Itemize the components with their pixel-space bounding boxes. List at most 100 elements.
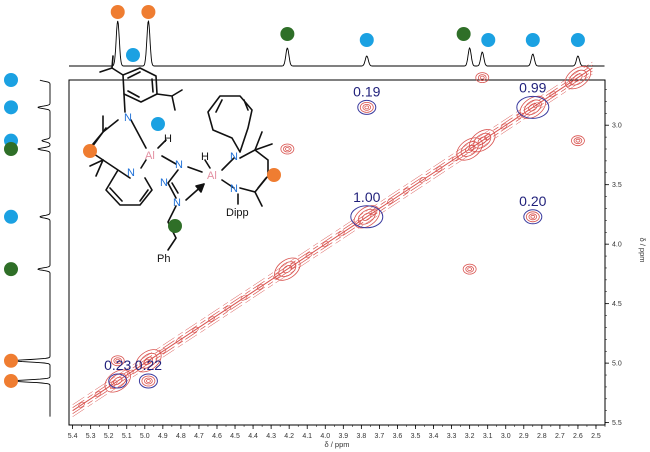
diagonal-blob [256, 284, 264, 290]
cross-peak-contour [467, 267, 472, 272]
structure-chelate-right [239, 149, 269, 193]
integration-circles: 0.19 0.99 1.00 0.20 0.23 0.22 [104, 79, 550, 389]
diagonal-blob [224, 305, 232, 312]
cross-peak-contour [571, 135, 585, 147]
diagonal-peak-contour [135, 349, 162, 373]
x-tick-label: 5.3 [86, 433, 96, 440]
top-dot-orange [110, 5, 125, 19]
cross-peak-contour [280, 143, 295, 155]
cross-peak-contour [362, 103, 372, 111]
structure-dot-green [168, 219, 182, 233]
cross-peak-contour [285, 147, 290, 151]
diagonal-blob [484, 134, 492, 141]
left-dot-blue [4, 73, 18, 87]
diagonal-peak-contour [282, 265, 293, 274]
atom-h2: H [201, 151, 209, 163]
x-tick-label: 4.2 [284, 433, 294, 440]
cross-peak-contour [113, 357, 123, 365]
x-tick-label: 3.1 [483, 433, 493, 440]
y-tick-label: 4.5 [612, 301, 622, 308]
left-dot-orange [4, 373, 18, 388]
diagonal-peak-contour [469, 129, 496, 153]
structure-n1-al1 [130, 119, 147, 149]
diagonal-peak-contour [274, 257, 301, 281]
x-tick-label: 3.9 [338, 433, 348, 440]
atom-n1: N [124, 112, 132, 124]
diagonal-blob [500, 123, 508, 130]
diagonal-contours [72, 61, 593, 417]
left-projection-trace [12, 79, 51, 417]
integration-label: 0.99 [519, 79, 546, 95]
cross-peak-contour [359, 101, 374, 113]
cross-peak-contour [283, 145, 292, 153]
x-axis-ticks: 5.4 5.3 5.2 5.1 5.0 4.9 4.8 4.7 4.6 4.5 4.4 4.3 4.2 4… [68, 425, 606, 440]
diagonal-contour-line [72, 61, 593, 405]
structure-gem-dimethyl-left [89, 159, 104, 177]
cross-peak-contour [528, 213, 538, 221]
cross-peak-contour [144, 377, 153, 385]
top-projection-trace [69, 20, 605, 67]
diagonal-peak-contour [568, 69, 587, 86]
cross-peak-contour [525, 211, 540, 223]
diagonal-blob [191, 326, 199, 333]
x-tick-label: 5.2 [104, 433, 114, 440]
diagonal-contour-line [72, 73, 593, 417]
atom-h1: H [164, 133, 172, 145]
left-dot-blue [4, 100, 18, 115]
cross-peak-contour [146, 379, 151, 383]
atom-al1: Al [145, 150, 155, 162]
left-projection-spectrum [12, 79, 51, 417]
cross-peak-contour [364, 105, 370, 110]
diagonal-peak-contour [139, 352, 158, 369]
structure-al2-n5 [221, 157, 235, 171]
atom-n3: N [175, 159, 183, 171]
label-dipp: Dipp [226, 207, 249, 219]
integration-circle [108, 373, 128, 389]
left-dot-blue [4, 209, 18, 224]
x-tick-label: 3.7 [375, 433, 385, 440]
diagonal-blob [549, 91, 557, 98]
y-tick-label: 5.5 [612, 420, 622, 427]
top-dot-green [280, 27, 295, 41]
x-tick-label: 4.0 [320, 433, 330, 440]
x-tick-label: 4.8 [176, 433, 186, 440]
diagonal-peak-contour [477, 136, 487, 145]
structure-dot-blue [126, 48, 140, 62]
cross-peak-contour [110, 355, 125, 367]
structure-al1-h1 [157, 139, 167, 149]
x-tick-label: 4.7 [194, 433, 204, 440]
x-tick-label: 3.8 [356, 433, 366, 440]
x-tick-label: 2.7 [555, 433, 565, 440]
x-tick-label: 5.0 [140, 433, 150, 440]
integration-circle [138, 373, 158, 389]
x-tick-label: 4.1 [302, 433, 312, 440]
structure-aryl-bonds [127, 71, 154, 98]
x-tick-label: 4.3 [266, 433, 276, 440]
diagonal-peak-contour [456, 137, 483, 161]
cross-peak-contour [530, 214, 536, 219]
diagonal-blob [78, 401, 85, 408]
x-tick-label: 3.5 [411, 433, 421, 440]
top-dot-green [456, 27, 471, 41]
structure-indene-left [102, 159, 153, 206]
structure-methyl-right [254, 191, 263, 207]
structure-gem-dimethyl-right [254, 131, 273, 151]
cross-peak-contour [462, 263, 477, 275]
left-dot-orange [4, 353, 18, 368]
atom-n6: N [230, 151, 238, 163]
atom-n2: N [127, 167, 135, 179]
atom-al2: Al [207, 170, 217, 182]
integration-label: 0.22 [135, 357, 162, 373]
diagonal-peak-contour [143, 356, 154, 365]
cross-peak-contour [141, 375, 156, 387]
diagonal-blob [273, 273, 280, 280]
diagonal-blob [175, 337, 183, 344]
diagonal-blob [305, 251, 313, 258]
diagonal-peak-contour [460, 141, 479, 157]
x-tick-label: 3.4 [429, 433, 439, 440]
atom-n4: N [160, 177, 168, 189]
top-dot-blue [359, 33, 374, 47]
diagonal-blob [403, 187, 410, 194]
diagonal-peak-contour [528, 103, 538, 112]
